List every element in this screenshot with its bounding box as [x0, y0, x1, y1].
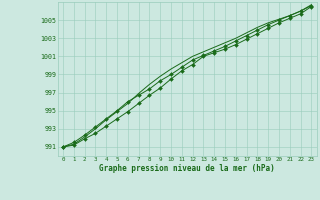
X-axis label: Graphe pression niveau de la mer (hPa): Graphe pression niveau de la mer (hPa) — [99, 164, 275, 173]
